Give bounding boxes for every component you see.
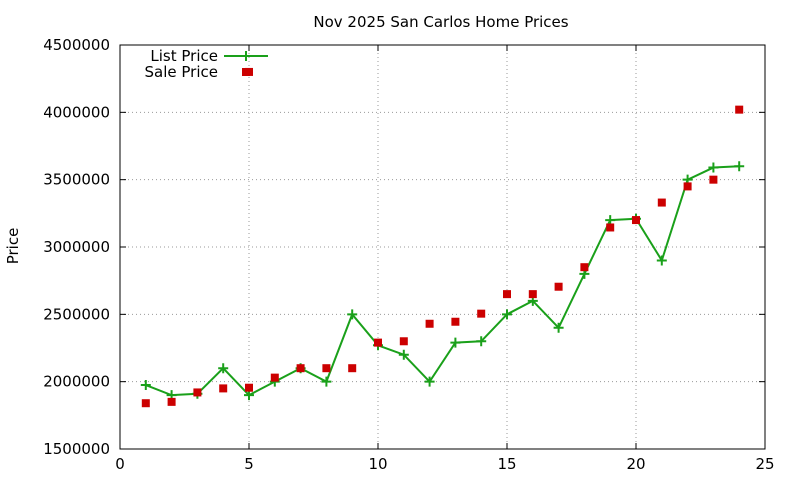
- list-price-point: [244, 390, 254, 401]
- sale-price-point: [374, 338, 382, 347]
- series-sale-price: [141, 67, 744, 408]
- legend-marker-swatch: [242, 68, 250, 76]
- y-tick-label: 4000000: [43, 103, 110, 121]
- sale-price-point: [683, 182, 692, 191]
- sale-price-point: [348, 364, 357, 373]
- list-price-point: [218, 363, 229, 374]
- list-price-line: [145, 165, 740, 397]
- chart-title: Nov 2025 San Carlos Home Prices: [313, 13, 568, 31]
- sale-price-point: [477, 309, 486, 318]
- list-price-point: [502, 309, 512, 320]
- list-price-point: [424, 376, 435, 387]
- sale-price-point: [245, 383, 253, 392]
- sale-price-point: [167, 397, 176, 406]
- x-tick-label: 20: [626, 455, 645, 473]
- sale-price-point: [270, 373, 279, 382]
- sale-price-point: [503, 290, 511, 299]
- data-series: [140, 67, 745, 408]
- list-price-point: [708, 162, 719, 173]
- legend-entry: Sale Price: [145, 63, 250, 81]
- sale-price-point: [528, 290, 537, 299]
- sale-price-point: [219, 384, 228, 393]
- tick-labels: 0 5 10 15 20 25 1500000 2000000 2500000 3000000 35…: [43, 36, 774, 473]
- x-tick-label: 25: [755, 455, 774, 473]
- list-price-point: [734, 161, 745, 172]
- legend-entry: List Price: [150, 47, 268, 65]
- sale-price-point: [606, 223, 615, 232]
- list-price-point: [553, 322, 564, 333]
- sale-price-point: [554, 282, 563, 291]
- series-list-price: [140, 161, 745, 401]
- legend-marker-swatch: [241, 51, 251, 61]
- y-tick-label: 3500000: [43, 171, 110, 189]
- sale-price-point: [399, 337, 408, 346]
- x-tick-label: 10: [368, 455, 387, 473]
- y-tick-label: 4500000: [43, 36, 110, 54]
- sale-price-point: [193, 388, 202, 397]
- list-price-point: [476, 336, 487, 347]
- legend-label: List Price: [150, 47, 218, 65]
- sale-price-point: [657, 198, 666, 207]
- sale-price-point: [322, 364, 331, 373]
- y-axis-label: Price: [4, 228, 22, 265]
- list-price-point: [605, 215, 616, 226]
- y-tick-label: 2000000: [43, 373, 110, 391]
- sale-price-point: [296, 364, 305, 373]
- x-tick-label: 0: [115, 455, 125, 473]
- x-tick-label: 5: [244, 455, 254, 473]
- y-tick-label: 2500000: [43, 305, 110, 323]
- grid-lines: [120, 45, 765, 449]
- list-price-point: [140, 380, 151, 391]
- list-price-point: [656, 255, 667, 266]
- axes: [119, 44, 766, 450]
- list-price-point: [450, 337, 461, 348]
- sale-price-point: [735, 105, 744, 114]
- sale-price-point: [709, 175, 718, 184]
- list-price-point: [347, 309, 358, 320]
- sale-price-point: [451, 317, 460, 326]
- sale-price-point: [632, 216, 640, 225]
- sale-price-point: [580, 263, 589, 272]
- y-tick-label: 1500000: [43, 440, 110, 458]
- sale-price-point: [141, 399, 150, 408]
- x-tick-label: 15: [497, 455, 516, 473]
- sale-price-point: [425, 319, 434, 328]
- list-price-point: [398, 349, 409, 360]
- list-price-point: [321, 376, 332, 387]
- y-tick-label: 3000000: [43, 238, 110, 256]
- legend-label: Sale Price: [145, 63, 218, 81]
